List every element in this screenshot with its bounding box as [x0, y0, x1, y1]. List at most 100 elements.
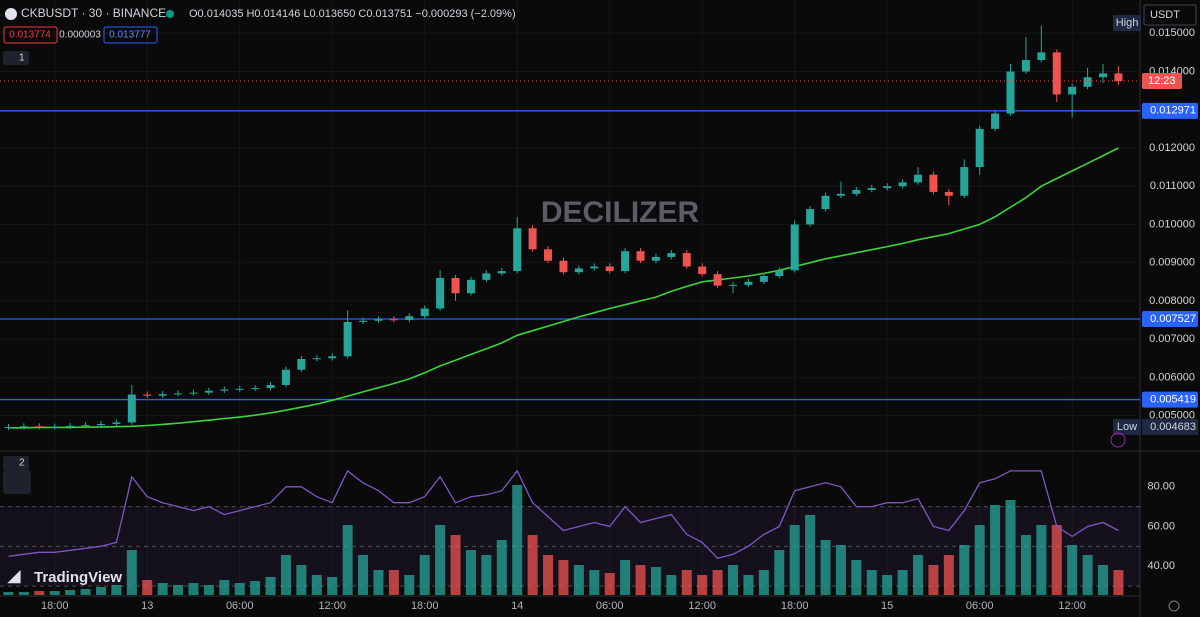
volume-bar [465, 550, 476, 595]
high-badge [1113, 15, 1141, 31]
volume-bar [835, 545, 846, 595]
candle-body [50, 426, 59, 428]
volume-bar [866, 570, 877, 595]
volume-bar [80, 589, 91, 595]
volume-bar [311, 575, 322, 595]
x-tick-label: 18:00 [41, 600, 69, 612]
currency[interactable]: USDT [1150, 9, 1180, 21]
candle-body [266, 385, 275, 389]
candle-body [466, 279, 475, 294]
lower-pane: 80.00 60.00 40.00 [0, 469, 1175, 595]
currency-button[interactable] [1143, 4, 1197, 26]
sell-button[interactable] [3, 26, 58, 44]
candle-body [621, 251, 630, 272]
volume-bar [620, 560, 631, 595]
candle-body [297, 359, 306, 370]
x-tick-label: 18:00 [411, 600, 439, 612]
candle-body [991, 113, 1000, 129]
spread: 0.000003 [59, 30, 101, 41]
volume-bar [111, 585, 122, 595]
candle-body [605, 266, 614, 272]
volume-bar [496, 540, 507, 595]
candle-body [220, 389, 229, 391]
candle-body [775, 270, 784, 277]
buy-button[interactable] [103, 26, 158, 44]
volume-bar [1020, 535, 1031, 595]
candle-body [513, 228, 522, 272]
pane-toggle[interactable] [3, 456, 29, 470]
rsi-tick-label: 40.00 [1147, 560, 1175, 572]
y-tick-label: 0.009000 [1149, 257, 1195, 269]
volume-bar [789, 525, 800, 595]
pane-toggle[interactable] [3, 51, 29, 65]
volume-bar [728, 565, 739, 595]
volume-bar [1036, 525, 1047, 595]
volume-bar [435, 525, 446, 595]
volume-bar [943, 555, 954, 595]
price-line-label: 0.012971 [1150, 105, 1196, 117]
volume-bar [897, 570, 908, 595]
candle-body [19, 426, 28, 428]
candle-body [528, 228, 537, 250]
price-line-label: 0.005419 [1150, 393, 1196, 405]
price-line-box [1142, 102, 1198, 119]
x-tick-label: 06:00 [596, 600, 624, 612]
y-tick-label: 0.010000 [1149, 218, 1195, 230]
volume-bar [913, 555, 924, 595]
candle-body [975, 128, 984, 168]
candle-body [867, 188, 876, 191]
bid[interactable]: 0.013774 [9, 30, 51, 41]
ask[interactable]: 0.013777 [109, 30, 151, 41]
candle-body [667, 253, 676, 257]
volume-bar [758, 570, 769, 595]
volume-bar [527, 535, 538, 595]
volume-bar [666, 575, 677, 595]
candle-body [1021, 60, 1030, 72]
volume-bar [157, 583, 168, 595]
volume-bar [573, 565, 584, 595]
volume-bar [558, 560, 569, 595]
high-label: High [1116, 17, 1139, 29]
watermark: DECILIZER [541, 196, 700, 229]
candle-body [744, 281, 753, 285]
more-button[interactable] [3, 470, 31, 494]
volume-bar [820, 540, 831, 595]
candle-body [436, 277, 445, 309]
volume-bar [681, 570, 692, 595]
volume-bar [604, 573, 615, 595]
alert-icon[interactable] [1110, 432, 1126, 448]
candle-body [914, 174, 923, 183]
candle-body [4, 427, 13, 429]
ohlc: O0.014035 H0.014146 L0.013650 C0.013751 … [189, 8, 516, 20]
candle-body [944, 191, 953, 196]
candle-body [112, 422, 121, 425]
x-tick-label: 12:00 [318, 600, 346, 612]
candle-body [497, 271, 506, 274]
settings-icon[interactable] [1168, 600, 1180, 612]
volume-bar [990, 505, 1001, 595]
volume-bar [1113, 570, 1124, 595]
candle-body [405, 316, 414, 321]
volume-bar [404, 575, 415, 595]
candle-body [251, 388, 260, 390]
candle-body [852, 190, 861, 194]
volume-bar [774, 550, 785, 595]
y-tick-label: 0.011000 [1150, 180, 1195, 192]
volume-bar [697, 575, 708, 595]
volume-bar [250, 581, 261, 595]
candle-body [636, 251, 645, 261]
header: CKBUSDT · 30 · BINANCE O0.014035 H0.0141… [3, 4, 1198, 612]
volume-bar [126, 550, 137, 595]
volume-bar [358, 555, 369, 595]
volume-bar [419, 555, 430, 595]
candle-body [682, 253, 691, 267]
volume-bar [851, 560, 862, 595]
low-label: Low [1117, 421, 1137, 433]
low-value-box [1142, 419, 1198, 435]
volume-bar [1051, 525, 1062, 595]
candle-body [451, 277, 460, 294]
volume-bar [3, 592, 14, 595]
candle-body [544, 249, 553, 261]
symbol-title[interactable]: CKBUSDT · 30 · BINANCE [21, 6, 166, 20]
